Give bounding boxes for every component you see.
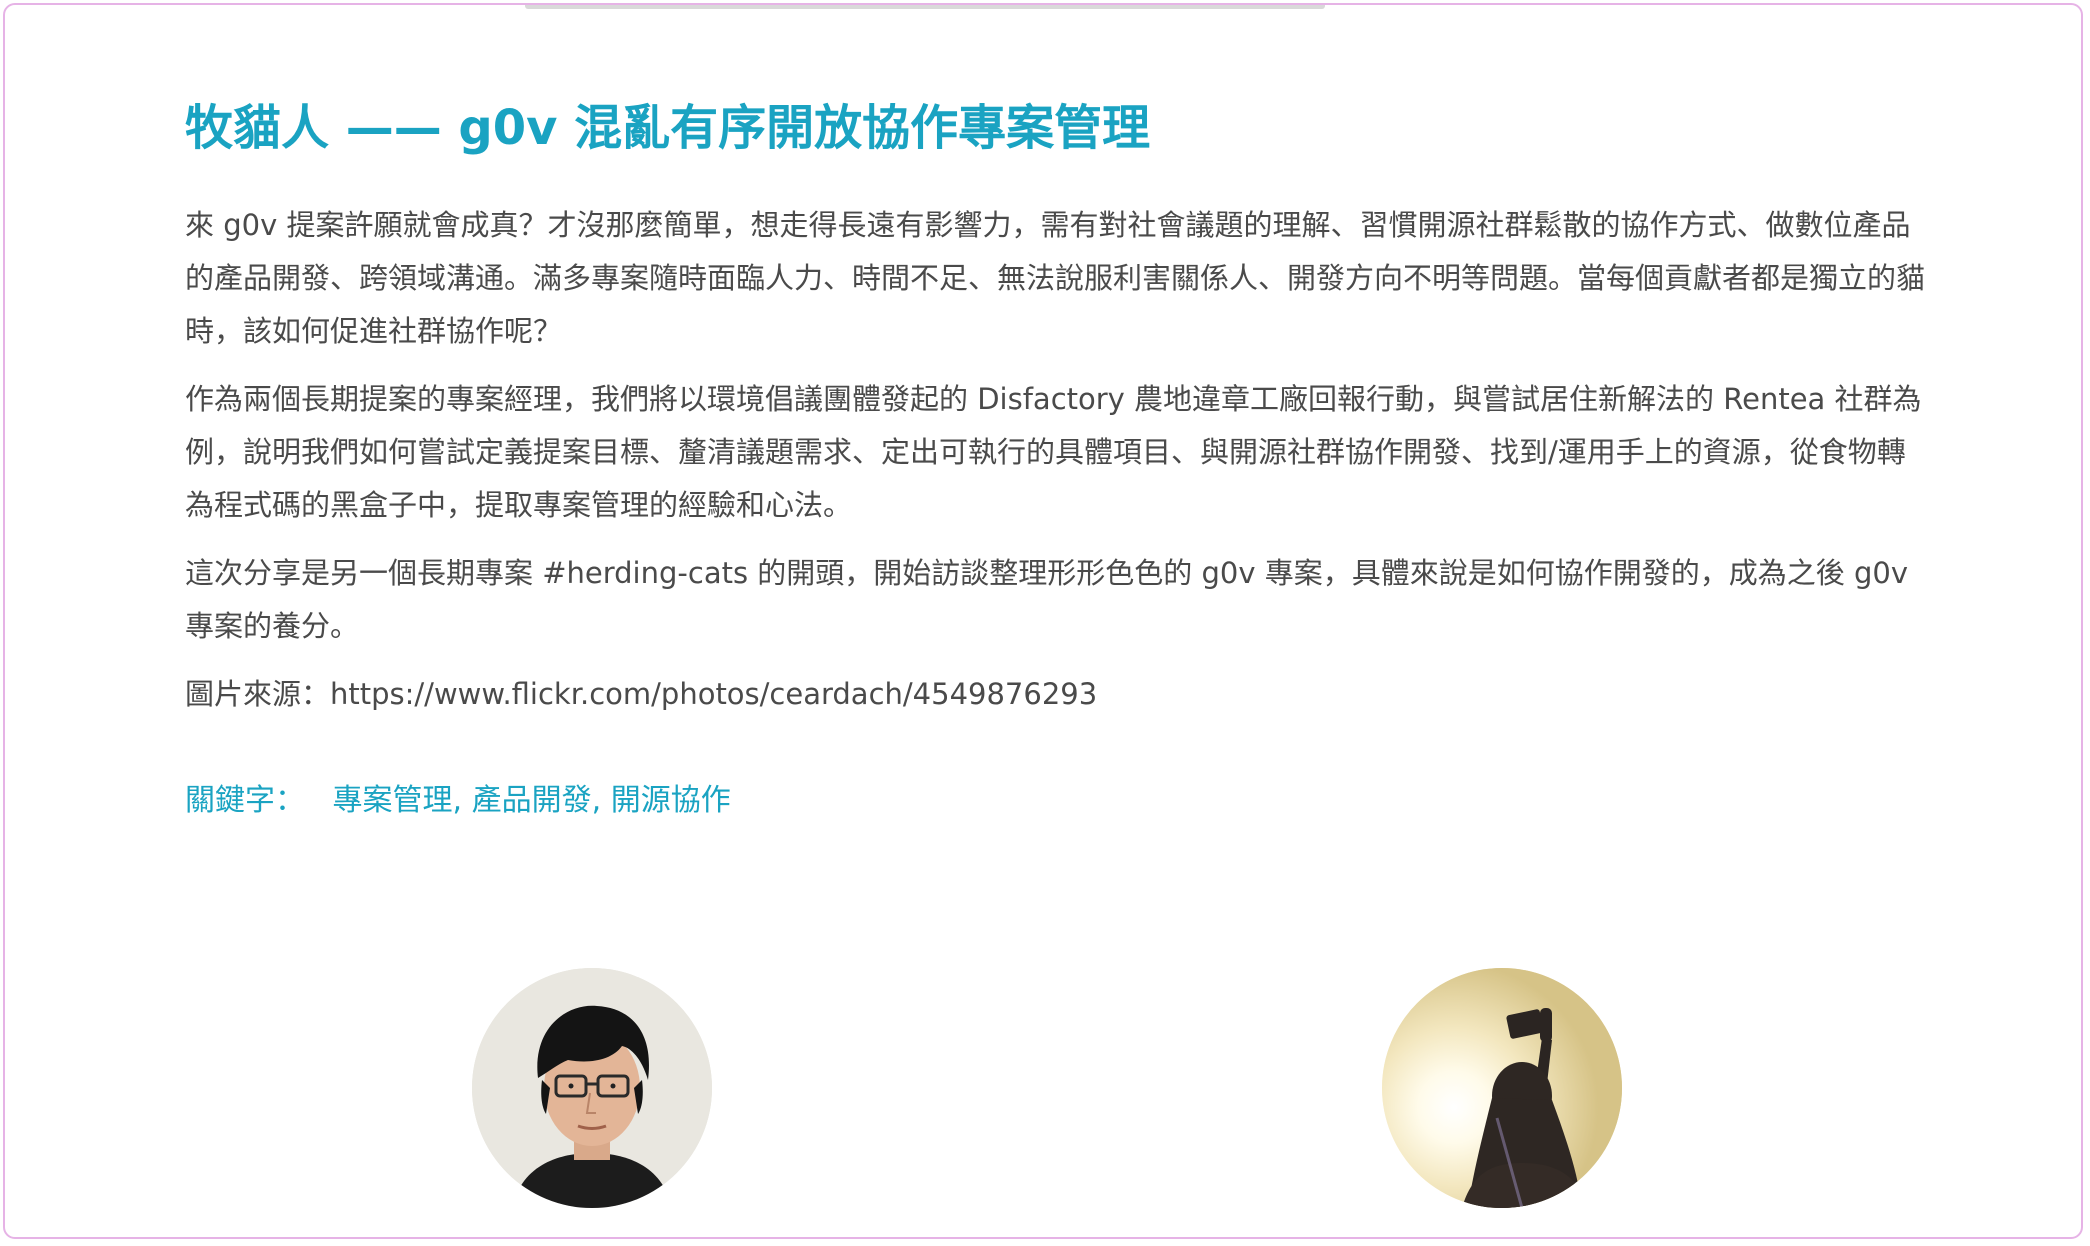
speaker-avatar-1[interactable] bbox=[472, 968, 712, 1208]
top-scroll-indicator bbox=[525, 5, 1325, 9]
keywords-row: 關鍵字： 專案管理, 產品開發, 開源協作 bbox=[185, 781, 1925, 821]
speaker-avatar-man-glasses-icon bbox=[472, 968, 712, 1208]
speaker-avatar-2[interactable] bbox=[1382, 968, 1622, 1208]
keywords-label: 關鍵字： bbox=[185, 783, 305, 819]
window-frame: 牧貓人 —— g0v 混亂有序開放協作專案管理 來 g0v 提案許願就會成真？才… bbox=[3, 3, 2083, 1239]
image-source-note: 圖片來源：https://www.flickr.com/photos/ceard… bbox=[185, 677, 1098, 712]
session-description-2: 作為兩個長期提案的專案經理，我們將以環境倡議團體發起的 Disfactory 農… bbox=[185, 382, 1922, 523]
session-content: 牧貓人 —— g0v 混亂有序開放協作專案管理 來 g0v 提案許願就會成真？才… bbox=[185, 97, 1925, 821]
speaker-avatar-silhouette-sunlight-icon bbox=[1382, 968, 1622, 1208]
session-title: 牧貓人 —— g0v 混亂有序開放協作專案管理 bbox=[185, 100, 1151, 156]
session-description-3: 這次分享是另一個長期專案 #herding-cats 的開頭，開始訪談整理形形色… bbox=[185, 556, 1908, 644]
session-description-1: 來 g0v 提案許願就會成真？才沒那麼簡單，想走得長遠有影響力，需有對社會議題的… bbox=[185, 208, 1926, 349]
keywords-list: 專案管理, 產品開發, 開源協作 bbox=[332, 783, 731, 819]
